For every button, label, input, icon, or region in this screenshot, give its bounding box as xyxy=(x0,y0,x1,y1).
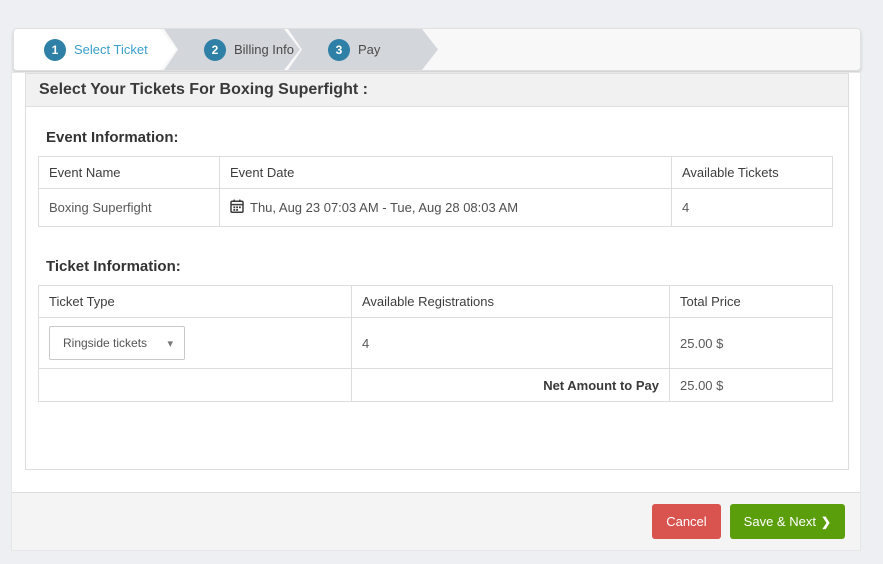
column-header-available-tickets: Available Tickets xyxy=(671,156,833,189)
column-header-total-price: Total Price xyxy=(669,285,833,318)
panel-header: Select Your Tickets For Boxing Superfigh… xyxy=(26,74,848,107)
ticket-type-select[interactable]: Ringside tickets ▾ xyxy=(49,326,185,360)
event-information-table: Event Name Event Date Available Tickets … xyxy=(38,156,833,227)
event-date-text: Thu, Aug 23 07:03 AM - Tue, Aug 28 08:03… xyxy=(250,200,519,215)
panel-body: Event Information: Event Name Event Date… xyxy=(26,129,848,402)
column-header-available-registrations: Available Registrations xyxy=(351,285,670,318)
ticket-selection-card: Select Your Tickets For Boxing Superfigh… xyxy=(11,72,861,551)
step-label: Pay xyxy=(358,42,381,57)
available-registrations-cell: 4 xyxy=(351,317,670,369)
column-header-event-name: Event Name xyxy=(38,156,220,189)
ticket-information-table: Ticket Type Available Registrations Tota… xyxy=(38,285,833,402)
calendar-icon xyxy=(230,199,244,216)
event-information-heading: Event Information: xyxy=(46,129,179,146)
ticket-information-heading: Ticket Information: xyxy=(46,258,181,275)
cancel-button-label: Cancel xyxy=(666,514,707,529)
page-title: Select Your Tickets For Boxing Superfigh… xyxy=(39,81,368,98)
event-name-cell: Boxing Superfight xyxy=(38,188,220,227)
ticket-type-cell: Ringside tickets ▾ xyxy=(38,317,352,369)
available-tickets-cell: 4 xyxy=(671,188,833,227)
chevron-right-icon: ❯ xyxy=(820,514,831,529)
total-price-cell: 25.00 $ xyxy=(669,317,833,369)
action-footer: Cancel Save & Next ❯ xyxy=(12,492,860,550)
save-next-button-label: Save & Next xyxy=(743,514,816,529)
step-billing-info[interactable]: 2 Billing Info xyxy=(164,29,300,70)
column-header-ticket-type: Ticket Type xyxy=(38,285,352,318)
net-amount-row: Net Amount to Pay 25.00 $ xyxy=(38,368,833,402)
save-next-button[interactable]: Save & Next ❯ xyxy=(729,504,845,539)
empty-cell xyxy=(38,368,352,402)
net-amount-value: 25.00 $ xyxy=(669,368,833,402)
step-number-badge: 2 xyxy=(204,39,226,61)
column-header-event-date: Event Date xyxy=(219,156,672,189)
ticket-selection-panel: Select Your Tickets For Boxing Superfigh… xyxy=(25,73,849,470)
cancel-button[interactable]: Cancel xyxy=(652,504,721,539)
step-label: Select Ticket xyxy=(74,42,148,57)
step-number-badge: 3 xyxy=(328,39,350,61)
ticket-type-selected-value: Ringside tickets xyxy=(63,336,148,350)
event-date-cell: Thu, Aug 23 07:03 AM - Tue, Aug 28 08:03… xyxy=(219,188,672,227)
table-header-row: Ticket Type Available Registrations Tota… xyxy=(38,285,833,318)
ticket-row: Ringside tickets ▾ 4 25.00 $ xyxy=(38,317,833,369)
table-header-row: Event Name Event Date Available Tickets xyxy=(38,156,833,189)
step-label: Billing Info xyxy=(234,42,294,57)
net-amount-label: Net Amount to Pay xyxy=(351,368,670,402)
caret-down-icon: ▾ xyxy=(167,337,173,350)
wizard-stepper: 1 Select Ticket 2 Billing Info 3 Pay xyxy=(13,28,861,71)
step-pay[interactable]: 3 Pay xyxy=(288,29,438,70)
event-row: Boxing Superfight xyxy=(38,188,833,227)
step-select-ticket[interactable]: 1 Select Ticket xyxy=(14,29,176,70)
step-number-badge: 1 xyxy=(44,39,66,61)
